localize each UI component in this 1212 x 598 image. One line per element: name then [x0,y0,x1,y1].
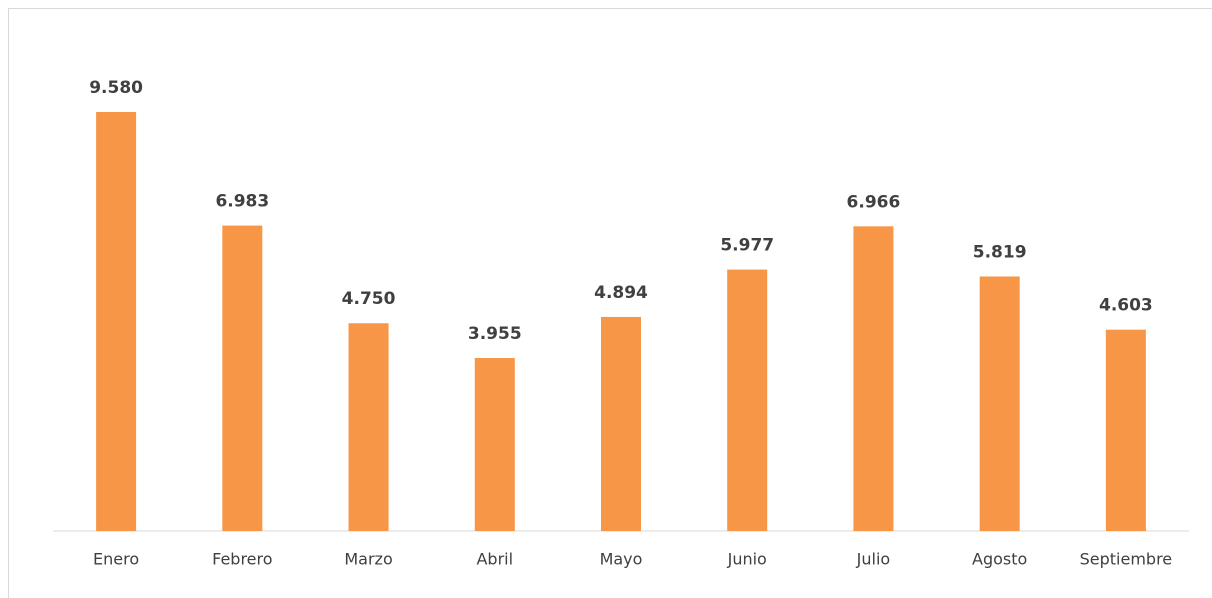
value-label: 5.977 [720,236,774,256]
x-tick-label: Septiembre [1080,550,1173,569]
value-label: 3.955 [468,324,522,344]
value-label: 5.819 [973,242,1027,262]
x-tick-label: Julio [856,550,891,569]
value-label: 6.983 [215,192,269,212]
chart-frame [8,8,1212,598]
x-tick-label: Agosto [972,550,1027,569]
bar [474,358,515,531]
x-tick-label: Abril [476,550,513,569]
bar [96,112,137,531]
value-label: 4.603 [1099,296,1153,316]
x-tick-label: Febrero [212,550,272,569]
value-label: 6.966 [847,192,901,212]
bar [979,276,1020,531]
value-label: 9.580 [89,78,143,98]
x-tick-label: Junio [727,550,767,569]
bar [222,225,263,531]
bar [601,316,641,531]
bar [727,269,768,531]
value-label: 4.894 [594,283,648,303]
x-tick-label: Mayo [600,550,643,569]
value-label: 4.750 [342,289,396,309]
x-tick-label: Marzo [344,550,392,569]
bar [348,323,389,531]
bar [853,226,894,531]
x-tick-label: Enero [93,550,139,569]
bar [1105,329,1146,531]
